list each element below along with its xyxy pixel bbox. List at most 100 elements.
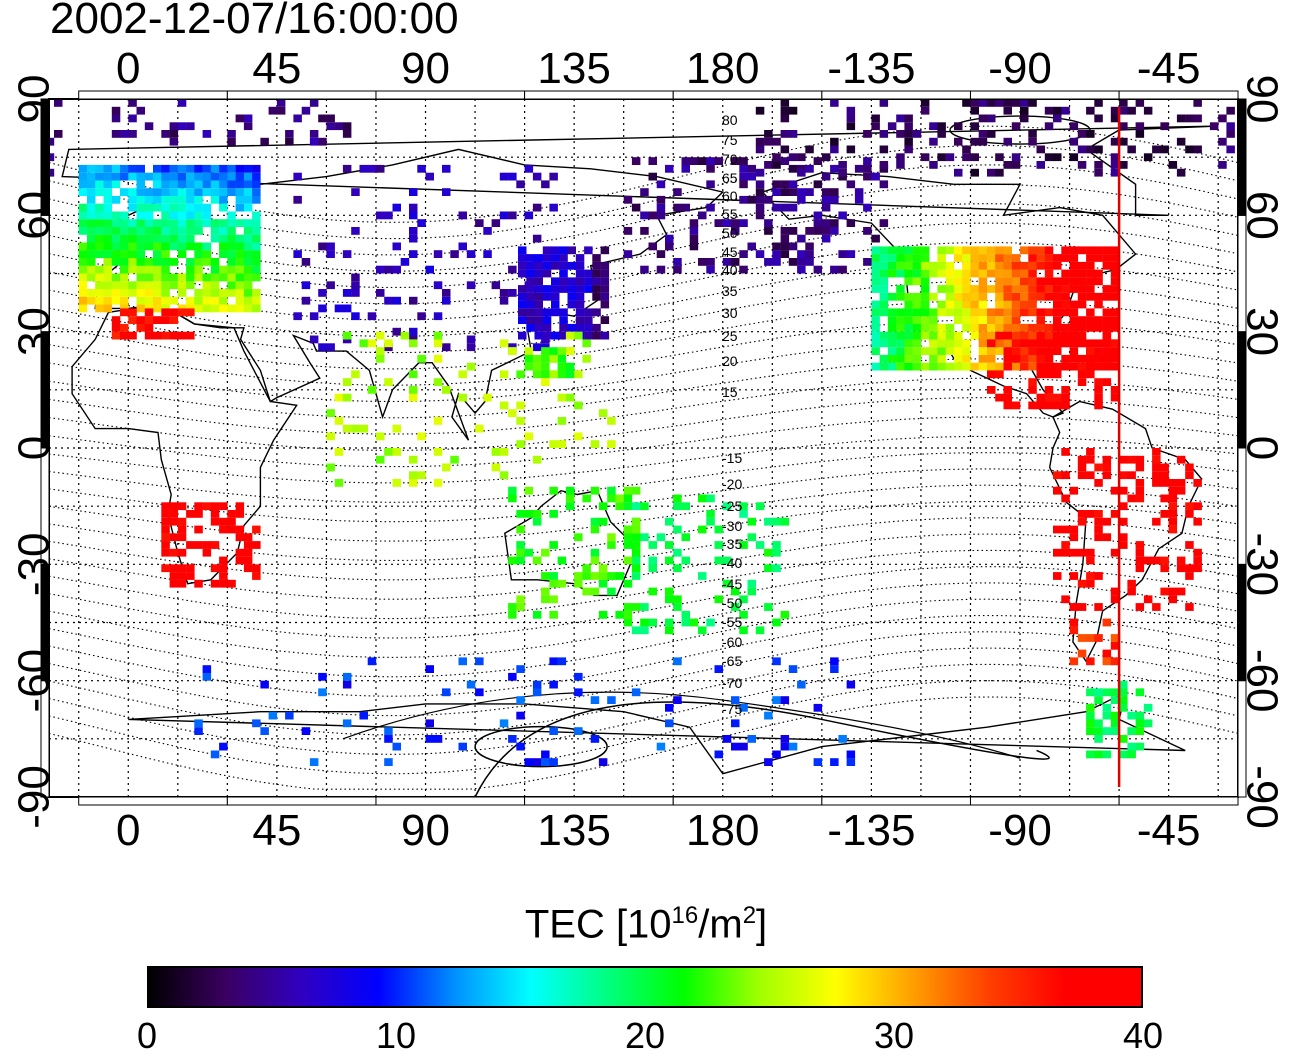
tec-cell — [549, 347, 558, 355]
tec-cell — [136, 265, 145, 274]
tec-cell — [1176, 168, 1186, 177]
tec-cell — [384, 265, 393, 274]
tec-cell — [433, 339, 443, 348]
tec-cell — [598, 579, 608, 588]
tec-cell — [144, 219, 154, 227]
tec-cell — [103, 304, 112, 313]
tec-cell — [879, 339, 889, 348]
tec-cell — [1053, 106, 1062, 115]
tec-cell — [1127, 742, 1136, 751]
tec-cell — [144, 242, 154, 251]
tec-cell — [1011, 153, 1021, 162]
tec-cell — [706, 258, 715, 266]
tec-cell — [565, 486, 575, 495]
tec-cell — [995, 285, 1004, 293]
tec-cell — [1135, 727, 1145, 735]
tec-cell — [252, 719, 261, 728]
tec-cell — [954, 347, 963, 355]
tec-cell — [1061, 548, 1070, 557]
tec-cell — [425, 172, 434, 181]
tec-cell — [772, 180, 781, 189]
tec-cell — [549, 354, 558, 363]
tec-cell — [392, 296, 401, 305]
tec-cell — [879, 331, 889, 340]
tec-cell — [326, 122, 335, 131]
tec-cell — [103, 234, 112, 243]
tec-cell — [136, 211, 145, 220]
tec-cell — [954, 331, 963, 340]
tec-cell — [1061, 308, 1070, 317]
tec-cell — [838, 735, 847, 743]
tec-cell — [954, 308, 963, 317]
tec-cell — [1094, 688, 1103, 697]
tec-cell — [987, 130, 996, 138]
tec-cell — [623, 533, 633, 542]
tec-cell — [722, 579, 732, 588]
tec-cell — [169, 258, 179, 266]
tec-cell — [1135, 486, 1145, 495]
tec-cell — [202, 548, 212, 557]
tec-cell — [1110, 510, 1120, 518]
tec-cell — [153, 265, 162, 274]
tec-cell — [227, 525, 236, 534]
tec-cell — [912, 308, 922, 317]
tec-cell — [954, 292, 963, 301]
tec-cell — [202, 665, 212, 673]
tec-cell — [227, 211, 236, 220]
tec-cell — [120, 172, 129, 181]
tec-cell — [623, 618, 633, 627]
tec-cell — [235, 180, 245, 189]
tec-cell — [1086, 246, 1095, 255]
tec-cell — [194, 525, 203, 534]
tec-cell — [227, 130, 236, 138]
tec-cell — [896, 261, 905, 270]
tec-cell — [755, 188, 765, 196]
tec-cell — [153, 219, 162, 227]
tec-cell — [937, 285, 946, 293]
tec-cell — [243, 250, 253, 258]
tec-cell — [235, 525, 245, 534]
tec-cell — [747, 517, 756, 526]
tec-cell — [887, 122, 897, 131]
tec-cell — [747, 533, 756, 542]
colorbar-tick-label: 10 — [375, 1015, 417, 1056]
tec-cell — [987, 362, 996, 371]
tec-cell — [1061, 269, 1070, 278]
tec-cell — [995, 99, 1004, 107]
tec-cell — [1086, 277, 1095, 286]
tec-cell — [838, 211, 847, 220]
tec-cell — [534, 308, 543, 317]
tec-cell — [458, 211, 467, 220]
tec-cell — [518, 316, 527, 324]
tec-cell — [1094, 354, 1103, 363]
tec-cell — [1193, 564, 1202, 573]
tec-cell — [987, 308, 996, 317]
tec-cell — [1003, 246, 1012, 255]
tec-cell — [532, 455, 542, 464]
tec-cell — [574, 572, 583, 580]
tec-cell — [739, 703, 748, 712]
tec-cell — [177, 548, 187, 557]
tec-cell — [706, 510, 715, 518]
tec-cell — [87, 234, 96, 243]
tec-cell — [1143, 556, 1153, 565]
tec-cell — [1036, 285, 1045, 293]
tec-cell — [526, 254, 535, 262]
tec-cell — [1011, 401, 1021, 410]
tec-cell — [1011, 347, 1021, 355]
colorbar-tick-label: 40 — [1122, 1015, 1164, 1056]
tec-cell — [103, 227, 112, 235]
tec-cell — [912, 339, 922, 348]
tec-cell — [153, 227, 162, 235]
tec-cell — [318, 688, 327, 697]
tec-cell — [136, 234, 145, 243]
tec-cell — [1086, 354, 1095, 363]
tec-cell — [631, 564, 641, 573]
tec-cell — [912, 347, 922, 355]
tec-cell — [1028, 285, 1037, 293]
tec-cell — [648, 564, 657, 573]
tec-cell — [970, 331, 979, 340]
tec-cell — [1160, 479, 1169, 487]
tec-cell — [466, 680, 476, 689]
magnetic-contour — [48, 533, 1239, 600]
